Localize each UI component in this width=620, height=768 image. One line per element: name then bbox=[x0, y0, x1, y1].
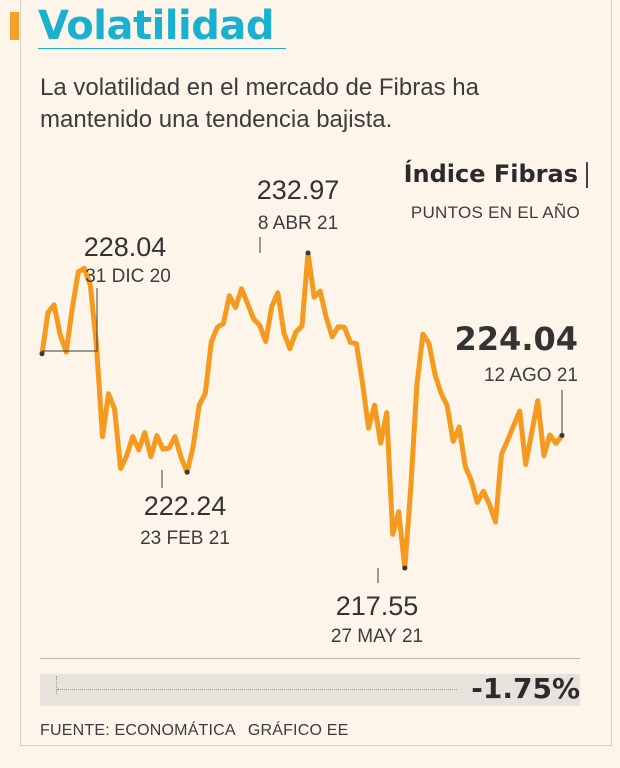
annotation-marker bbox=[184, 469, 190, 475]
annotation-marker bbox=[305, 250, 311, 256]
annotation-value-label: 224.04 bbox=[455, 320, 578, 358]
subtitle: La volatilidad en el mercado de Fibras h… bbox=[40, 74, 479, 133]
annotation-value-label: 222.24 bbox=[144, 491, 227, 521]
change-bar bbox=[40, 674, 580, 706]
title-underline bbox=[38, 48, 286, 49]
annotation-value-label: 217.55 bbox=[336, 591, 419, 621]
chart-unit-label: PUNTOS EN EL AÑO bbox=[410, 203, 580, 222]
change-baseline-tick bbox=[56, 676, 57, 694]
annotation-marker bbox=[559, 432, 565, 438]
annotation-marker bbox=[39, 351, 45, 357]
annotation-marker bbox=[402, 565, 408, 571]
annotation-date-label: 27 MAY 21 bbox=[331, 626, 423, 647]
infographic-frame bbox=[20, 0, 612, 746]
percent-change-value: -1.75% bbox=[471, 672, 580, 705]
change-dotted-line bbox=[57, 689, 457, 690]
annotation-date-label: 23 FEB 21 bbox=[140, 528, 230, 549]
accent-bar bbox=[10, 12, 19, 40]
annotation-date-label: 31 DIC 20 bbox=[85, 266, 171, 287]
bottom-divider bbox=[40, 658, 580, 659]
chart-title-separator bbox=[586, 162, 588, 188]
credit-label: GRÁFICO EE bbox=[247, 722, 349, 739]
source-footer: FUENTE: ECONOMÁTICA GRÁFICO EE bbox=[40, 722, 361, 740]
chart-title: Índice Fibras bbox=[403, 160, 578, 188]
annotation-value-label: 228.04 bbox=[84, 232, 167, 262]
page-title: Volatilidad bbox=[38, 3, 274, 49]
annotation-date-label: 12 AGO 21 bbox=[484, 365, 578, 386]
source-label: FUENTE: ECONOMÁTICA bbox=[40, 722, 236, 739]
annotation-value-label: 232.97 bbox=[257, 175, 340, 205]
annotation-leader-line bbox=[42, 288, 98, 352]
series-line bbox=[39, 250, 565, 571]
annotation-date-label: 8 ABR 21 bbox=[258, 213, 338, 234]
